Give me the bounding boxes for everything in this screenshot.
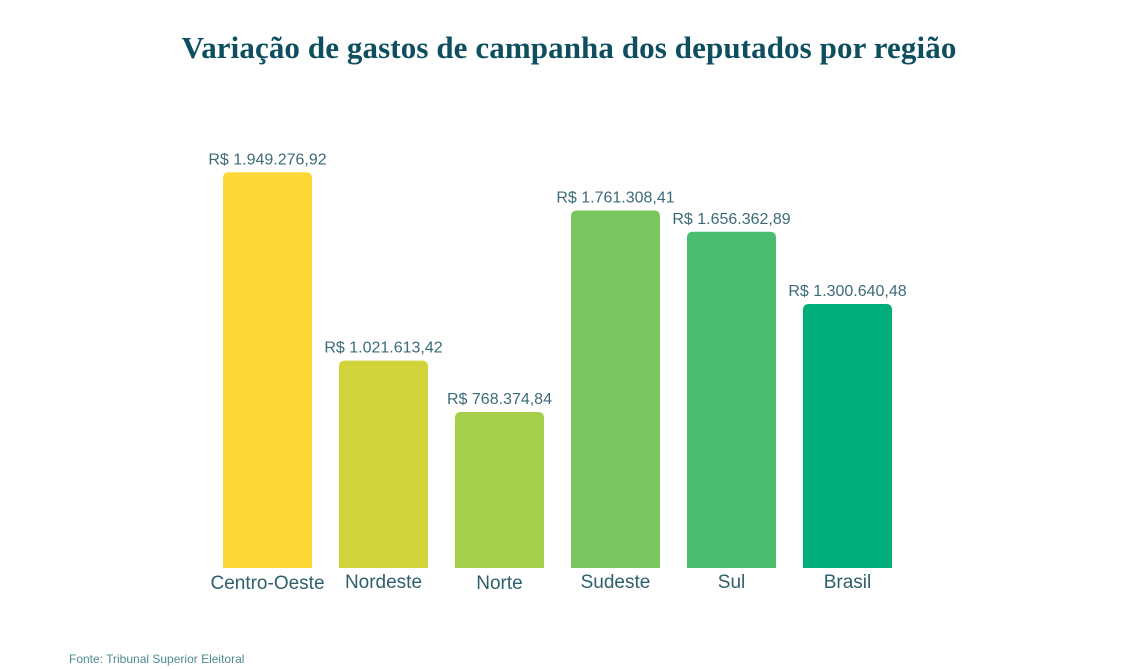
value-label-nordeste: R$ 1.021.613,42 — [324, 340, 442, 357]
source-note: Fonte: Tribunal Superior Eleitoral — [69, 652, 245, 666]
category-label-norte: Norte — [476, 573, 522, 594]
bar-sudeste — [571, 210, 660, 568]
category-label-brasil: Brasil — [824, 572, 872, 593]
bar-norte — [455, 412, 544, 568]
category-label-nordeste: Nordeste — [345, 572, 422, 593]
chart-title: Variação de gastos de campanha dos deput… — [181, 30, 957, 65]
category-label-centro-oeste: Centro-Oeste — [210, 573, 324, 594]
value-labels-group: R$ 1.949.276,92 R$ 1.021.613,42 R$ 768.374… — [208, 151, 906, 408]
bar-centro-oeste — [223, 172, 312, 568]
value-label-norte: R$ 768.374,84 — [447, 391, 552, 408]
category-labels-group: Centro-Oeste Nordeste Norte Sudeste Sul Brasi… — [210, 572, 871, 594]
bar-brasil — [803, 303, 892, 568]
value-label-sudeste: R$ 1.761.308,41 — [556, 189, 674, 206]
bars-group — [223, 172, 892, 568]
value-label-sul: R$ 1.656.362,89 — [672, 211, 790, 228]
bar-sul — [687, 231, 776, 568]
category-label-sul: Sul — [718, 572, 745, 593]
value-label-brasil: R$ 1.300.640,48 — [788, 283, 906, 300]
bar-nordeste — [339, 360, 428, 568]
value-label-centro-oeste: R$ 1.949.276,92 — [208, 151, 326, 168]
category-label-sudeste: Sudeste — [581, 572, 651, 593]
